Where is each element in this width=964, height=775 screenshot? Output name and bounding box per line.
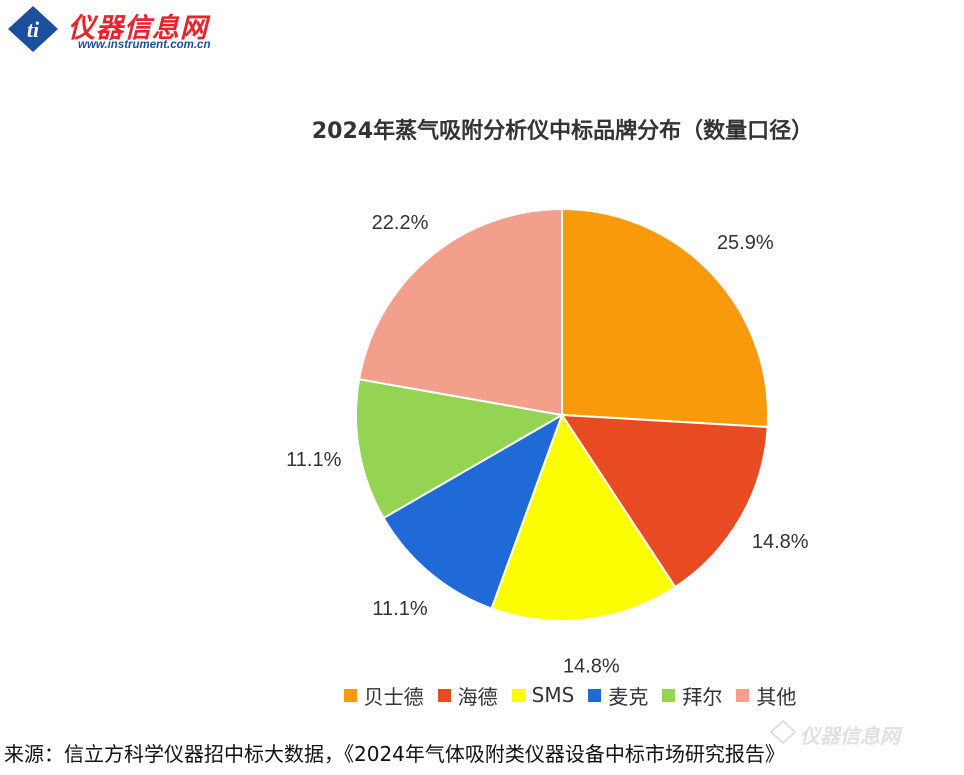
legend-item: 拜尔: [662, 681, 722, 710]
legend-label: 拜尔: [682, 684, 723, 709]
slice-label-3: 14.8%: [563, 655, 620, 677]
watermark: 仪器信息网: [770, 718, 960, 748]
watermark-text: 仪器信息网: [800, 724, 900, 748]
slice-label-5: 11.1%: [286, 449, 341, 471]
legend-swatch: [343, 688, 357, 702]
legend-item: SMS: [511, 683, 575, 707]
legend-item: 贝士德: [343, 681, 424, 710]
legend-label: 海德: [457, 684, 498, 709]
legend-label: 麦克: [608, 684, 649, 709]
pie-slice-4: [382, 412, 564, 610]
legend-label: 其他: [756, 684, 797, 709]
chart-legend: 贝士德 海德 SMS 麦克 拜尔 其他: [310, 680, 830, 710]
pie-slices: [355, 207, 769, 622]
pie-slice-1: [561, 207, 769, 429]
slice-label-4: 11.1%: [372, 598, 427, 620]
pie-slice-5: [355, 378, 565, 520]
legend-item: 其他: [736, 681, 796, 710]
legend-label: SMS: [531, 683, 575, 707]
site-logo[interactable]: ti 仪器信息网 www.instrument.com.cn: [6, 4, 276, 54]
legend-item: 麦克: [588, 681, 648, 710]
legend-item: 海德: [437, 681, 498, 710]
pie-slice-3: [490, 412, 677, 622]
slice-label-2: 14.8%: [752, 531, 809, 553]
legend-label: 贝士德: [363, 684, 424, 709]
watermark-logo-icon: [770, 720, 796, 744]
chart-title: 2024年蒸气吸附分析仪中标品牌分布（数量口径）: [311, 119, 814, 144]
logo-url: www.instrument.com.cn: [78, 39, 211, 51]
slice-label-1: 25.9%: [717, 232, 774, 254]
legend-swatch: [588, 688, 602, 702]
legend-swatch: [437, 688, 451, 702]
svg-text:ti: ti: [27, 17, 40, 42]
legend-swatch: [662, 688, 676, 702]
legend-swatch: [511, 688, 525, 702]
pie-slice-2: [560, 413, 769, 589]
logo-mark-icon: ti: [8, 6, 58, 52]
pie-slice-labels: 25.9% 14.8% 14.8% 11.1% 11.1% 22.2%: [286, 212, 809, 677]
pie-slice-6: [357, 207, 563, 417]
logo-name: 仪器信息网: [68, 13, 208, 44]
slice-label-6: 22.2%: [372, 212, 429, 234]
source-note: 来源：信立方科学仪器招中标大数据，《2024年气体吸附类仪器设备中标市场研究报告…: [4, 742, 785, 766]
legend-swatch: [736, 688, 750, 702]
